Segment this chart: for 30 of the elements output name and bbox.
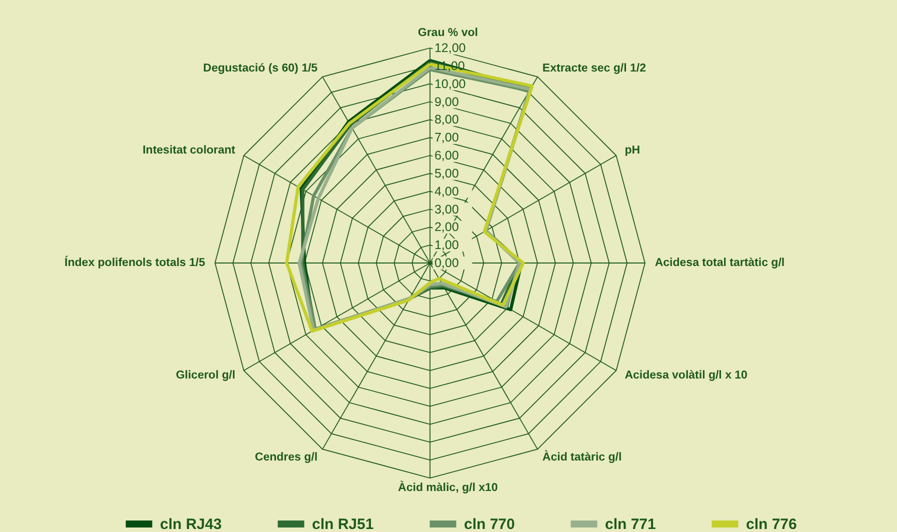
legend-label: cln 771: [605, 516, 656, 532]
y-tick-label: 5,00: [434, 166, 459, 180]
y-tick-label: 4,00: [434, 184, 459, 198]
spoke-label: Índex polifenols totals 1/5: [64, 255, 206, 269]
y-tick-label: 2,00: [434, 220, 459, 234]
y-tick-label: 1,00: [434, 238, 459, 252]
spoke-label: Glicerol g/l: [176, 369, 236, 382]
legend-label: cln 770: [464, 516, 515, 532]
spoke-label: Intesitat colorant: [142, 144, 236, 157]
y-tick-label: 7,00: [434, 130, 459, 145]
y-tick-label: 3,00: [434, 202, 459, 216]
legend-label: cln RJ51: [312, 516, 374, 532]
y-tick-label: 12,00: [434, 41, 466, 55]
spoke-label: Degustació (s 60) 1/5: [203, 62, 318, 74]
spoke-label: Àcid tatàric g/l: [542, 450, 622, 464]
spoke-label: Extracte sec g/l 1/2: [542, 62, 646, 74]
legend-label: cln RJ43: [160, 516, 222, 532]
spoke-label: pH: [624, 144, 640, 157]
y-tick-label: 6,00: [434, 148, 459, 162]
y-tick-label: 8,00: [434, 112, 459, 127]
spoke-label: Cendres g/l: [254, 452, 318, 464]
y-tick-label: 11,00: [434, 58, 465, 73]
y-tick-label: 10,00: [434, 76, 466, 91]
spoke-label: Grau % vol: [418, 26, 478, 39]
spoke-label: Àcid màlic, g/l x10: [398, 480, 498, 494]
spoke-label: Acidesa total tartàtic g/l: [654, 257, 785, 269]
y-tick-label: 0,00: [434, 256, 459, 270]
legend-label: cln 776: [746, 516, 797, 532]
spoke-label: Acidesa volàtil g/l x 10: [624, 369, 748, 382]
y-tick-label: 9,00: [434, 94, 459, 109]
